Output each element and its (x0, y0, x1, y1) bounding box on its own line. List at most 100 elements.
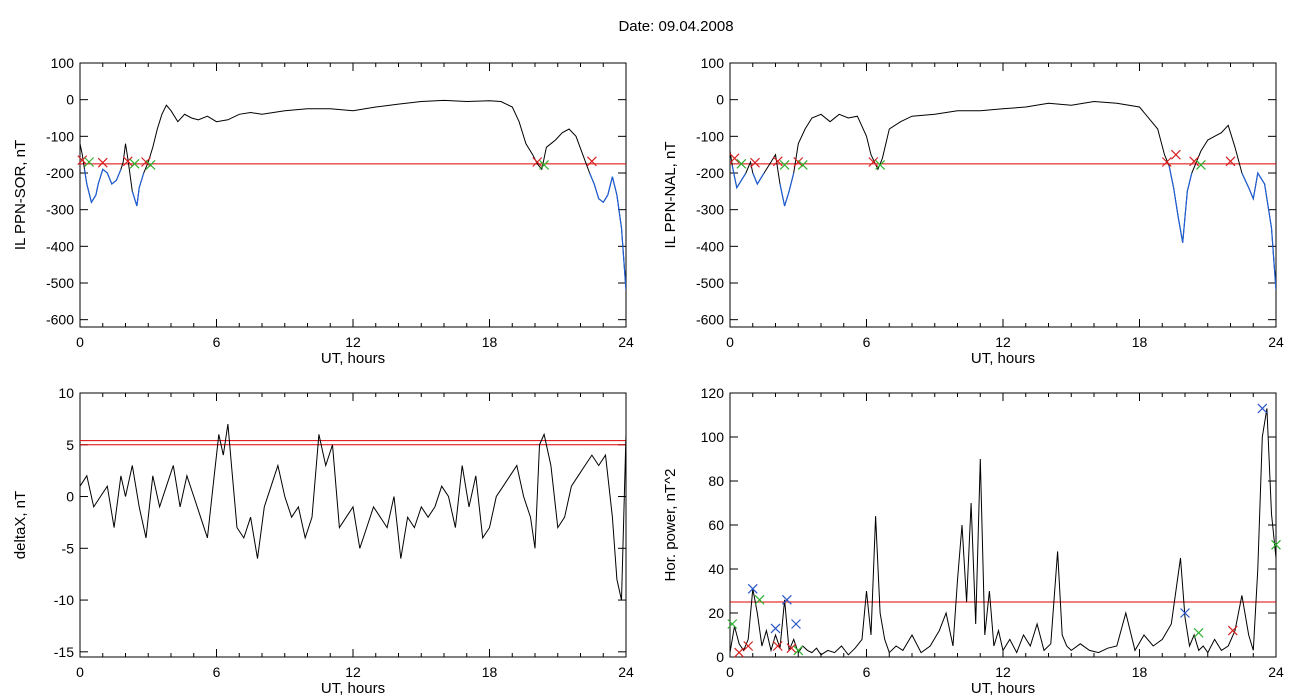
chart1-marker-red (1170, 149, 1181, 160)
chart0-series-line (80, 99, 626, 291)
chart1-below-threshold-segment (752, 172, 765, 186)
chart3-y-tick-label: 20 (708, 605, 724, 621)
chart2-y-tick-label: 10 (58, 385, 74, 401)
chart0-marker-red (141, 157, 151, 167)
chart3-marker-blue (1180, 608, 1190, 618)
chart1-y-tick-label: 100 (701, 55, 725, 71)
chart1-marker-green (1196, 160, 1206, 170)
panel-hor-power: 0 6 12 18 24 120 100 80 60 40 20 0 UT, hours Hor. pow… (662, 385, 1284, 697)
chart0-y-tick-label: -400 (46, 238, 74, 254)
chart3-x-tick-label: 24 (1268, 664, 1284, 680)
chart3-y-tick-label: 0 (716, 649, 724, 665)
chart1-x-axis-label: UT, hours (971, 350, 1035, 367)
chart0-x-tick-label: 24 (618, 334, 634, 350)
chart0-y-tick-label: -600 (46, 312, 74, 328)
chart1-marker-red (772, 156, 783, 167)
chart1-below-threshold-segment (731, 165, 747, 190)
chart1-y-tick-label: 0 (716, 92, 724, 108)
chart-title: Date: 09.04.2008 (618, 18, 734, 35)
chart2-x-tick-label: 12 (345, 664, 361, 680)
chart2-x-tick-label: 0 (76, 664, 84, 680)
chart0-plot-frame (79, 62, 627, 328)
chart0-marker-green (84, 157, 95, 167)
chart3-x-tick-label: 12 (995, 664, 1011, 680)
chart0-y-tick-label: -300 (46, 202, 74, 218)
chart1-marker-red (750, 157, 760, 168)
panel-deltax: 0 6 12 18 24 10 5 0 -5 -10 -15 UT, hours deltaX, nT (12, 385, 634, 697)
chart0-below-threshold-segment (131, 172, 145, 207)
chart0-y-axis-label: IL PPN-SOR, nT (12, 140, 29, 250)
chart2-y-axis-label: deltaX, nT (12, 491, 29, 559)
chart0-marker-green (539, 160, 550, 170)
chart3-y-tick-label: 60 (708, 517, 724, 533)
chart2-y-tick-label: -10 (54, 592, 74, 608)
chart1-y-tick-label: -200 (696, 165, 724, 181)
chart1-y-axis-label: IL PPN-NAL, nT (662, 142, 679, 249)
chart1-marker-red (729, 153, 740, 164)
chart1-x-tick-label: 6 (863, 334, 871, 350)
chart3-marker-blue (791, 619, 801, 629)
chart3-marker-red (734, 647, 745, 658)
chart3-marker-blue (1257, 403, 1268, 414)
chart1-marker-green (736, 158, 747, 169)
chart3-marker-red (1227, 625, 1238, 636)
chart2-y-tick-label: 0 (66, 489, 74, 505)
chart3-series-line (730, 408, 1276, 656)
chart0-y-tick-label: -200 (46, 165, 74, 181)
chart1-plot-frame (729, 62, 1277, 328)
panel-il-ppn-sor: 0 6 12 18 24 100 0 -100 -200 -300 -400 -500 -600 UT, … (12, 55, 634, 367)
chart3-x-tick-label: 6 (863, 664, 871, 680)
chart2-series-line (80, 424, 626, 601)
chart0-x-axis-label: UT, hours (321, 350, 385, 367)
panel-il-ppn-nal: 0 6 12 18 24 100 0 -100 -200 -300 -400 -500 -600 UT, … (662, 55, 1284, 367)
chart1-marker-green (875, 160, 886, 170)
chart1-below-threshold-segment (1241, 171, 1276, 291)
chart3-marker-red (786, 643, 797, 654)
chart3-x-axis-label: UT, hours (971, 680, 1035, 697)
chart1-marker-red (1225, 156, 1236, 167)
chart1-y-tick-label: -500 (696, 275, 724, 291)
chart0-marker-red (77, 155, 88, 166)
chart2-x-axis-label: UT, hours (321, 680, 385, 697)
chart1-marker-red (1189, 156, 1200, 167)
chart3-y-tick-label: 100 (701, 429, 725, 445)
chart1-below-threshold-segment (1168, 165, 1193, 243)
chart3-marker-green (793, 645, 804, 656)
chart3-marker-blue (781, 594, 792, 605)
chart3-x-tick-label: 18 (1132, 664, 1148, 680)
chart1-marker-red (1161, 157, 1172, 167)
chart2-x-tick-label: 6 (213, 664, 221, 680)
chart3-y-tick-label: 80 (708, 473, 724, 489)
chart0-below-threshold-segment (83, 168, 122, 204)
chart0-below-threshold-segment (589, 172, 626, 291)
chart1-y-tick-label: -100 (696, 128, 724, 144)
chart1-y-tick-label: -600 (696, 312, 724, 328)
chart1-y-tick-label: -300 (696, 202, 724, 218)
chart1-marker-red (868, 157, 879, 167)
chart3-x-tick-label: 0 (726, 664, 734, 680)
chart1-x-tick-label: 18 (1132, 334, 1148, 350)
chart0-marker-red (586, 156, 597, 167)
chart1-x-tick-label: 0 (726, 334, 734, 350)
chart3-marker-green (727, 619, 738, 629)
chart2-y-tick-label: 5 (66, 437, 74, 453)
chart3-y-axis-label: Hor. power, nT^2 (662, 469, 679, 582)
chart0-y-tick-label: 100 (51, 55, 75, 71)
chart2-y-tick-label: -15 (54, 644, 74, 660)
chart0-marker-green (129, 158, 140, 169)
chart3-y-tick-label: 120 (701, 385, 725, 401)
chart0-x-tick-label: 0 (76, 334, 84, 350)
chart1-below-threshold-segment (779, 172, 795, 207)
chart3-marker-red (772, 641, 783, 651)
chart0-x-tick-label: 6 (213, 334, 221, 350)
chart2-plot-frame (79, 392, 627, 658)
chart3-marker-blue (747, 583, 758, 594)
chart0-marker-red (122, 156, 133, 167)
chart3-y-tick-label: 40 (708, 561, 724, 577)
chart3-marker-green (1271, 539, 1281, 550)
chart0-x-tick-label: 12 (345, 334, 361, 350)
chart0-marker-green (145, 160, 156, 170)
chart2-y-tick-label: -5 (62, 540, 75, 556)
chart1-marker-green (779, 160, 790, 170)
